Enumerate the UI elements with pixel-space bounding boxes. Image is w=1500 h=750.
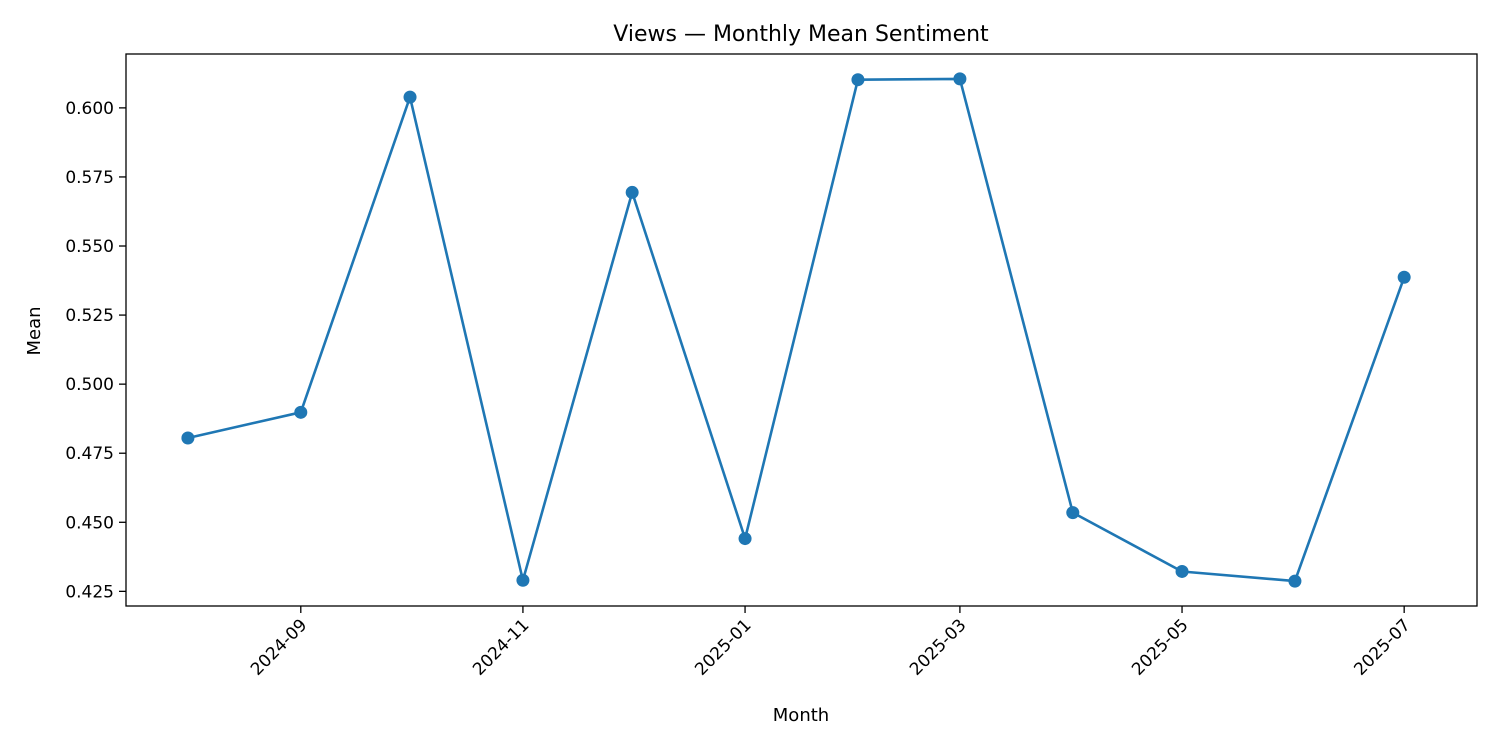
data-point	[738, 532, 752, 546]
data-point	[1397, 270, 1411, 284]
data-point	[294, 405, 308, 419]
x-tick-label: 2025-05	[1128, 615, 1192, 679]
data-point	[1066, 506, 1080, 520]
x-axis-label: Month	[773, 705, 829, 726]
data-point	[403, 90, 417, 104]
y-tick-label: 0.550	[65, 237, 114, 257]
y-tick-label: 0.525	[65, 306, 114, 326]
y-tick-label: 0.450	[65, 513, 114, 533]
x-tick-label: 2024-09	[247, 615, 311, 679]
x-tick-label: 2024-11	[469, 615, 533, 679]
y-axis-label: Mean	[24, 306, 45, 355]
x-axis: 2024-09 2024-11 2025-01 2025-03 2025-05 2025-…	[247, 606, 1415, 680]
y-tick-label: 0.500	[65, 375, 114, 395]
data-point	[1175, 564, 1189, 578]
data-point	[181, 431, 195, 445]
chart-title: Views — Monthly Mean Sentiment	[613, 22, 989, 47]
plot-area	[125, 53, 1478, 607]
series-line	[187, 77, 1406, 583]
y-tick-label: 0.600	[65, 99, 114, 119]
series-layer	[181, 72, 1411, 588]
y-axis: 0.425 0.450 0.475 0.500 0.525 0.550 0.575 0.600	[65, 99, 126, 602]
data-point	[625, 185, 639, 199]
data-point	[1288, 574, 1302, 588]
x-tick-label: 2025-01	[691, 615, 755, 679]
y-tick-label: 0.425	[65, 582, 114, 602]
data-point	[851, 73, 865, 87]
data-point	[953, 72, 967, 86]
y-tick-label: 0.575	[65, 168, 114, 188]
x-tick-label: 2025-03	[906, 615, 970, 679]
y-tick-label: 0.475	[65, 444, 114, 464]
x-tick-label: 2025-07	[1350, 615, 1414, 679]
data-point	[516, 573, 530, 587]
